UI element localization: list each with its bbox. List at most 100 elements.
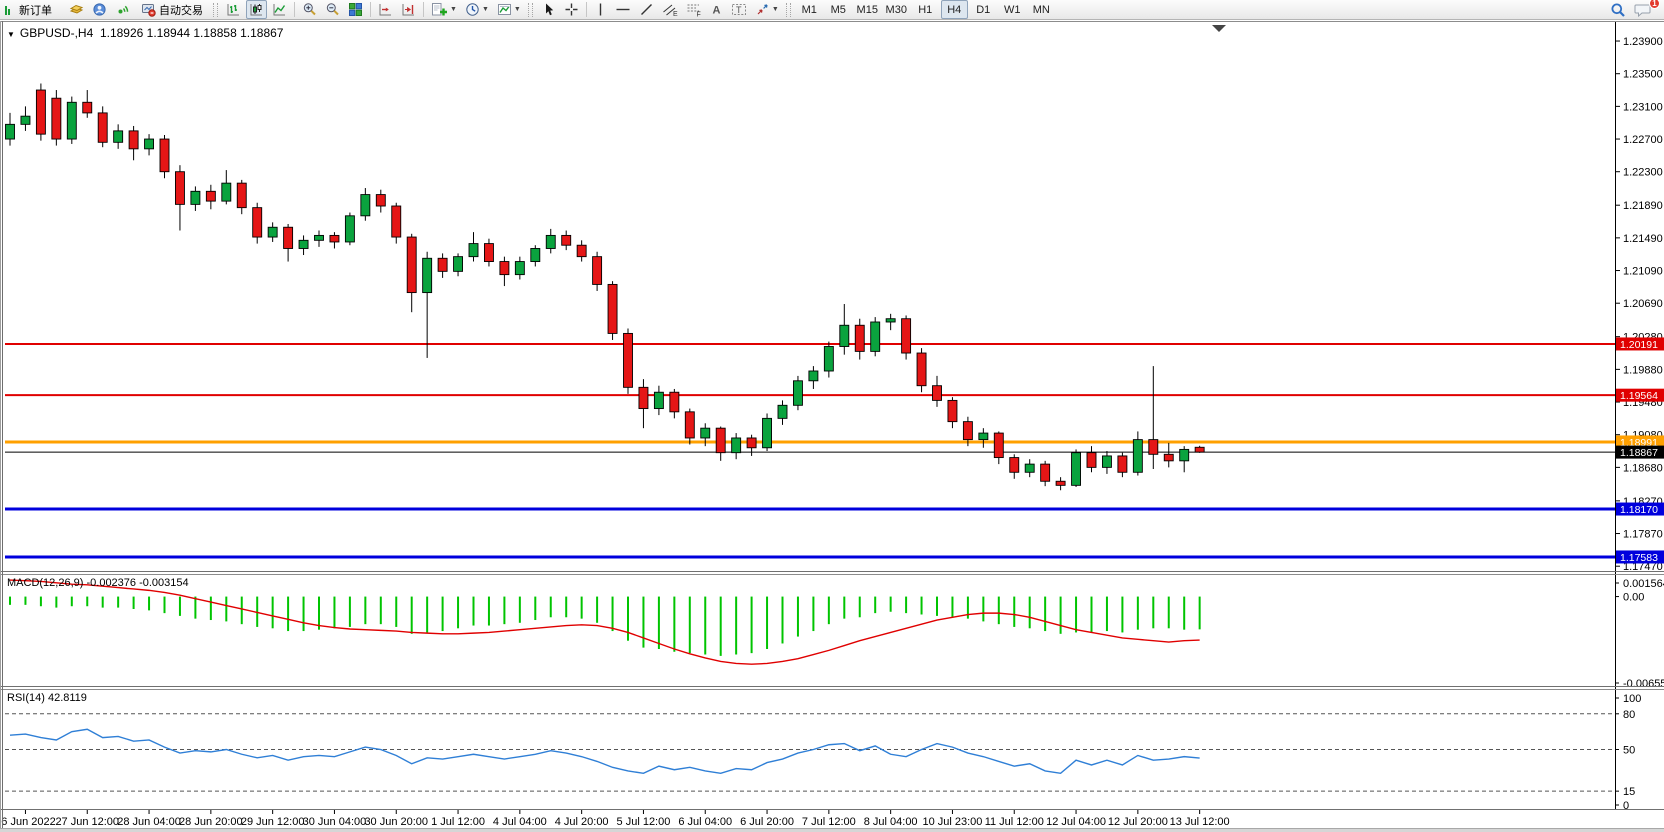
crosshair-button[interactable] xyxy=(561,0,582,19)
svg-text:27 Jun 12:00: 27 Jun 12:00 xyxy=(55,816,119,828)
tile-windows-icon xyxy=(349,3,362,16)
svg-text:15: 15 xyxy=(1623,786,1635,798)
add-indicator-icon xyxy=(432,3,447,16)
timeframe-mn-button[interactable]: MN xyxy=(1028,0,1055,19)
svg-text:1.17870: 1.17870 xyxy=(1623,529,1663,541)
periods-button[interactable]: ▼ xyxy=(462,0,492,19)
community-button[interactable] xyxy=(89,0,110,19)
auto-scroll-button[interactable] xyxy=(375,0,396,19)
zoom-in-button[interactable] xyxy=(299,0,320,19)
svg-text:1.17470: 1.17470 xyxy=(1623,561,1663,573)
zoom-out-icon xyxy=(326,3,339,16)
timeframe-w1-button[interactable]: W1 xyxy=(999,0,1026,19)
vertical-line-button[interactable] xyxy=(591,0,610,19)
svg-text:11 Jul 12:00: 11 Jul 12:00 xyxy=(985,816,1044,828)
svg-text:1.22300: 1.22300 xyxy=(1623,167,1663,179)
timeframe-m5-button[interactable]: M5 xyxy=(825,0,852,19)
search-button[interactable] xyxy=(1607,0,1629,19)
arrows-caret: ▼ xyxy=(771,6,779,13)
toolbar-grip[interactable] xyxy=(213,2,218,17)
auto-scroll-icon xyxy=(379,4,391,16)
periods-caret: ▼ xyxy=(481,6,489,13)
svg-text:1.21490: 1.21490 xyxy=(1623,233,1663,245)
timeframe-label: H4 xyxy=(947,3,962,16)
chart-fragment-icon[interactable] xyxy=(3,0,11,19)
svg-text:30 Jun 20:00: 30 Jun 20:00 xyxy=(364,816,428,828)
trendline-icon xyxy=(640,4,652,15)
chat-button[interactable]: 1 xyxy=(1631,0,1660,19)
periods-clock-icon xyxy=(466,3,479,16)
svg-text:7 Jul 12:00: 7 Jul 12:00 xyxy=(802,816,856,828)
chart-shift-button[interactable] xyxy=(398,0,419,19)
add-indicator-button[interactable]: ▼ xyxy=(428,0,460,19)
svg-text:1.18680: 1.18680 xyxy=(1623,462,1663,474)
svg-text:A: A xyxy=(712,5,720,17)
svg-text:12 Jul 04:00: 12 Jul 04:00 xyxy=(1046,816,1106,828)
arrows-button[interactable]: ▼ xyxy=(752,0,782,19)
autotrading-button[interactable]: 自动交易 xyxy=(135,0,209,19)
templates-button[interactable]: ▼ xyxy=(494,0,524,19)
crosshair-icon xyxy=(565,3,578,16)
svg-text:13 Jul 12:00: 13 Jul 12:00 xyxy=(1170,816,1230,828)
arrows-icon xyxy=(757,4,768,15)
svg-text:29 Jun 12:00: 29 Jun 12:00 xyxy=(241,816,305,828)
signals-icon xyxy=(118,5,129,14)
fibonacci-icon: F xyxy=(687,4,701,17)
svg-text:0.00: 0.00 xyxy=(1623,592,1644,604)
new-order-button[interactable]: 新订单 xyxy=(13,0,58,19)
svg-text:T: T xyxy=(736,5,742,15)
svg-text:0.001564: 0.001564 xyxy=(1623,578,1664,590)
price-axis[interactable]: 1.23900 1.23500 1.23100 1.22700 1.22300 1.218… xyxy=(1615,22,1663,809)
zoom-in-icon xyxy=(303,3,316,16)
text-button[interactable]: A xyxy=(707,0,726,19)
toolbar-grip[interactable] xyxy=(527,2,533,17)
vertical-line-icon xyxy=(599,3,602,16)
toolbar: 新订单 自动交易 xyxy=(0,0,1664,20)
svg-text:50: 50 xyxy=(1623,745,1635,757)
metaeditor-icon xyxy=(69,4,84,14)
cursor-button[interactable] xyxy=(538,0,559,19)
horizontal-line-button[interactable] xyxy=(612,0,634,19)
timeframe-m30-button[interactable]: M30 xyxy=(883,0,910,19)
timeframe-h1-button[interactable]: H1 xyxy=(912,0,939,19)
svg-text:30 Jun 04:00: 30 Jun 04:00 xyxy=(303,816,367,828)
chart-shift-marker[interactable] xyxy=(1212,25,1226,32)
add-indicator-caret: ▼ xyxy=(450,6,457,13)
timeframe-d1-button[interactable]: D1 xyxy=(970,0,997,19)
timeframe-m1-button[interactable]: M1 xyxy=(796,0,823,19)
metaeditor-button[interactable] xyxy=(66,0,87,19)
bar-chart-icon xyxy=(227,4,239,16)
line-chart-button[interactable] xyxy=(269,0,290,19)
zoom-out-button[interactable] xyxy=(322,0,343,19)
templates-caret: ▼ xyxy=(513,6,521,13)
svg-text:-0.006555: -0.006555 xyxy=(1623,678,1664,690)
timeframe-h4-button[interactable]: H4 xyxy=(940,0,968,19)
text-label-icon: T xyxy=(731,4,746,15)
timeframe-label: M30 xyxy=(885,3,907,16)
trendline-button[interactable] xyxy=(636,0,657,19)
tile-windows-button[interactable] xyxy=(345,0,366,19)
svg-text:28 Jun 20:00: 28 Jun 20:00 xyxy=(179,816,243,828)
text-label-button[interactable]: T xyxy=(728,0,750,19)
equidistant-channel-icon: E xyxy=(662,4,678,17)
timeframe-label: D1 xyxy=(976,3,991,16)
symbol-dropdown-icon[interactable]: ▼ xyxy=(7,30,15,39)
toolbar-grip[interactable] xyxy=(785,2,791,17)
signals-button[interactable] xyxy=(112,0,133,19)
svg-text:1.19880: 1.19880 xyxy=(1623,364,1663,376)
svg-text:1.21890: 1.21890 xyxy=(1623,200,1663,212)
svg-text:6 Jul 04:00: 6 Jul 04:00 xyxy=(678,816,732,828)
timeframe-m15-button[interactable]: M15 xyxy=(854,0,881,19)
equidistant-channel-button[interactable]: E xyxy=(659,0,681,19)
chart-fragment-icon xyxy=(5,6,10,15)
svg-text:1.18170: 1.18170 xyxy=(1620,504,1658,516)
svg-text:1.18867: 1.18867 xyxy=(1620,447,1658,459)
candlestick-chart-button[interactable] xyxy=(246,0,267,19)
svg-text:12 Jul 20:00: 12 Jul 20:00 xyxy=(1108,816,1168,828)
bar-chart-button[interactable] xyxy=(223,0,244,19)
svg-text:1.17583: 1.17583 xyxy=(1620,552,1658,564)
svg-text:100: 100 xyxy=(1623,693,1641,705)
fibonacci-button[interactable]: F xyxy=(683,0,705,19)
